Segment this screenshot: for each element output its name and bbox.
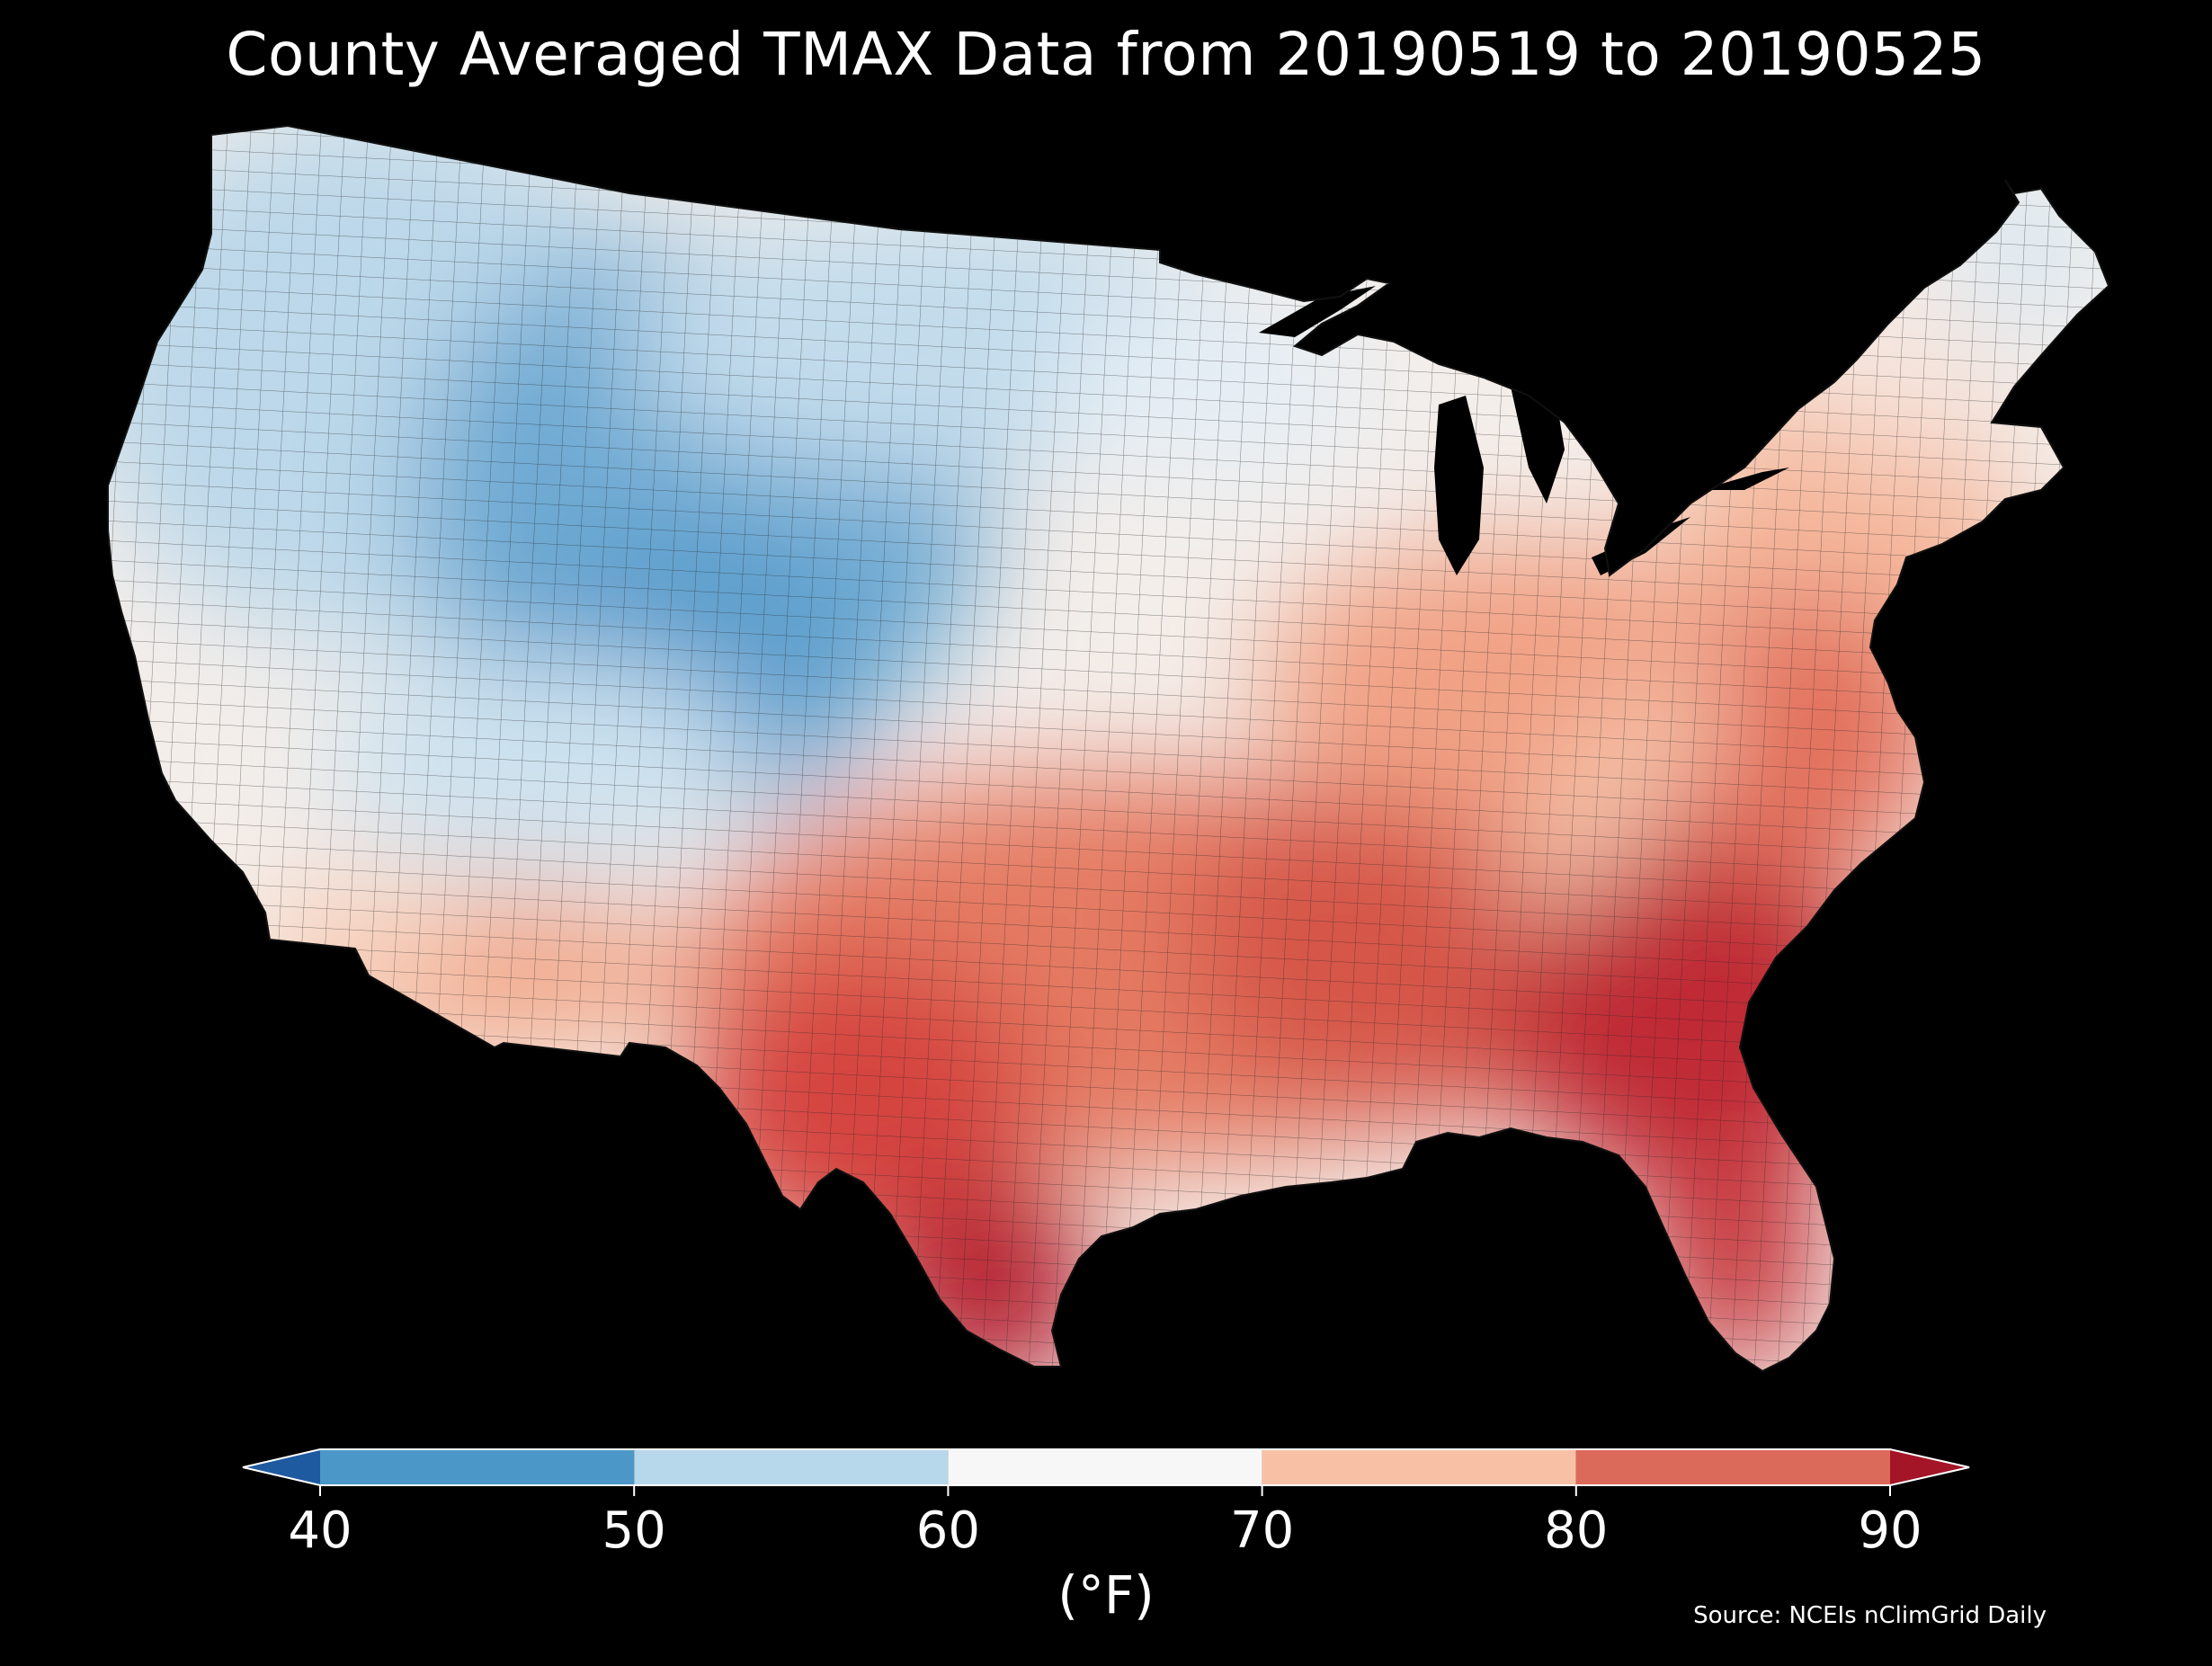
colorbar-bin-50-60 bbox=[634, 1449, 949, 1485]
colorbar-tick-60: 60 bbox=[915, 1501, 981, 1560]
colorbar-tick-90: 90 bbox=[1858, 1501, 1922, 1560]
colorbar-tick-70: 70 bbox=[1229, 1501, 1295, 1560]
colorbar-extend-over bbox=[1890, 1449, 1969, 1485]
colorbar-bin-40-50 bbox=[320, 1449, 635, 1485]
colorbar-bin-80-90 bbox=[1575, 1449, 1890, 1485]
colorbar-extend-under bbox=[243, 1449, 320, 1485]
map-title: County Averaged TMAX Data from 20190519 … bbox=[226, 20, 1986, 89]
colorbar-bin-60-70 bbox=[948, 1449, 1262, 1485]
colorbar-unit-label: (°F) bbox=[1057, 1564, 1155, 1626]
colorbar-tick-40: 40 bbox=[288, 1501, 352, 1560]
great-lakes bbox=[1259, 286, 1789, 575]
source-credit: Source: NCEIs nClimGrid Daily bbox=[1693, 1602, 2047, 1629]
colorbar-tick-80: 80 bbox=[1544, 1501, 1609, 1560]
colorbar-tick-50: 50 bbox=[602, 1501, 666, 1560]
colorbar-bin-70-80 bbox=[1262, 1449, 1576, 1485]
